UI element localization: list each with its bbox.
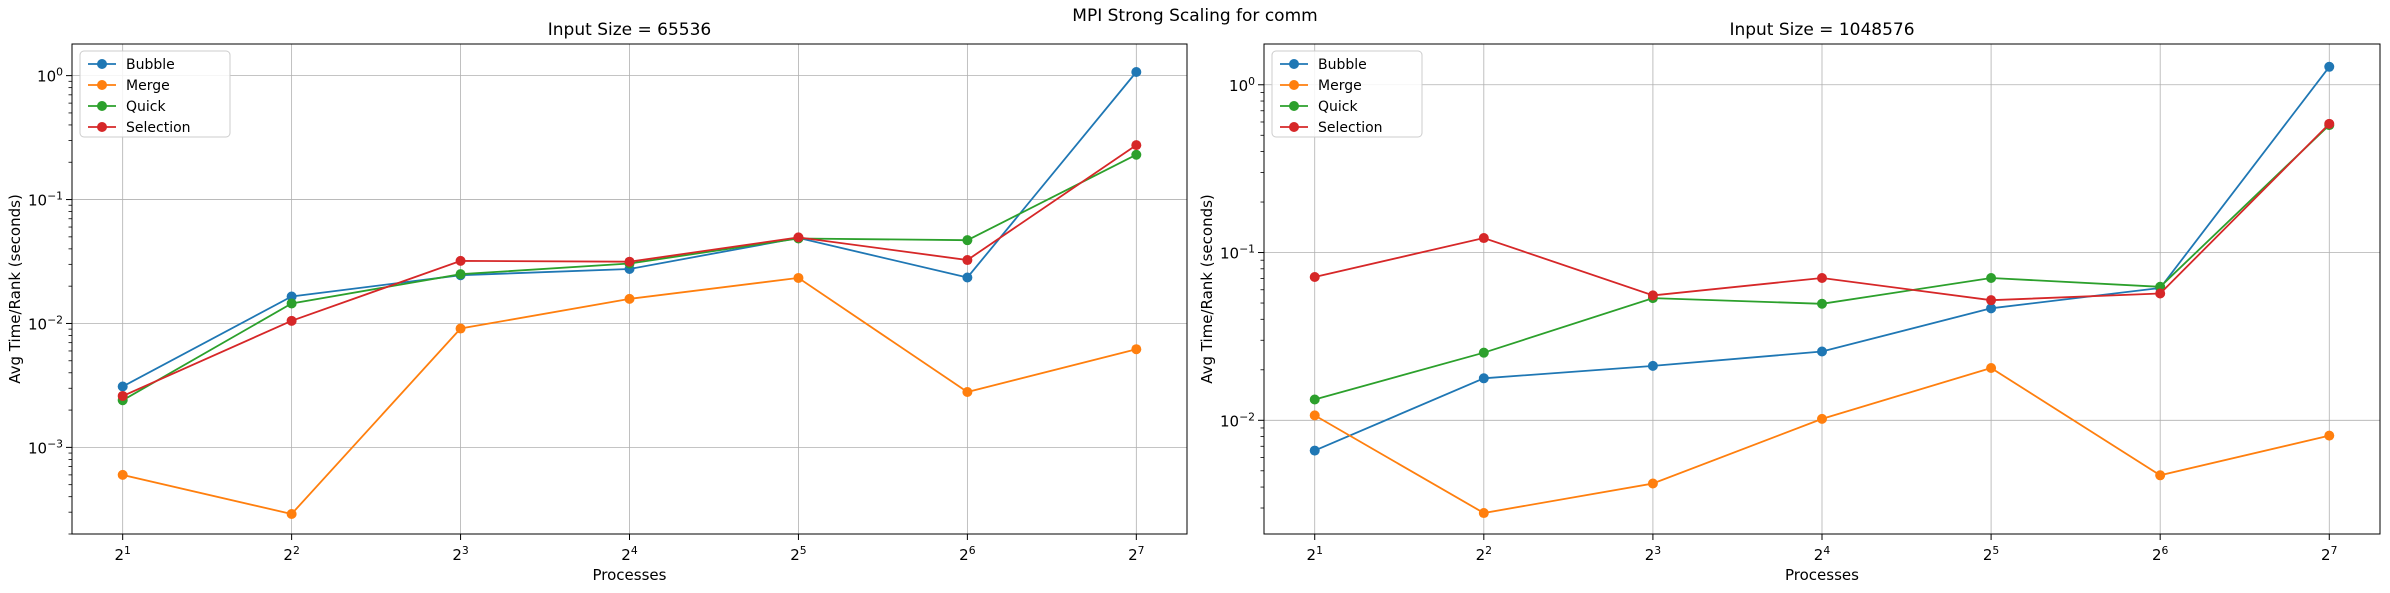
data-point-selection: [1478, 233, 1489, 244]
y-tick-label: 10−1: [1220, 243, 1255, 263]
data-point-quick: [1817, 298, 1827, 309]
legend-label: Selection: [126, 120, 191, 136]
data-point-bubble: [1647, 360, 1658, 371]
data-point-selection: [286, 315, 297, 326]
figure-title: MPI Strong Scaling for comm: [1072, 6, 1318, 26]
data-point-bubble: [117, 381, 128, 392]
data-point-quick: [962, 235, 973, 246]
data-point-bubble: [1817, 346, 1827, 357]
x-axis-label: Processes: [1785, 566, 1859, 584]
x-tick-label: 21: [1307, 544, 1323, 564]
data-point-selection: [1309, 271, 1320, 282]
data-point-merge: [117, 469, 128, 480]
legend-label: Bubble: [126, 57, 175, 73]
chart-panel-1: 10−3 10−2 10−1 100 21 22 23 24 25 26 27 Input Size …: [6, 20, 1188, 584]
x-tick-label: 25: [1983, 544, 1999, 564]
x-tick-label: 27: [1128, 544, 1144, 564]
legend-swatch-marker: [1289, 59, 1299, 69]
legend-label: Merge: [1318, 78, 1362, 94]
data-point-merge: [962, 386, 973, 397]
legend-label: Selection: [1318, 120, 1383, 136]
legend: Bubble Merge Quick Selection: [1271, 50, 1423, 138]
x-tick-label: 24: [1814, 544, 1831, 564]
data-point-quick: [1131, 149, 1142, 160]
data-point-selection: [455, 255, 466, 266]
y-tick-label: 100: [37, 66, 63, 86]
legend: Bubble Merge Quick Selection: [79, 50, 231, 138]
legend-box: [79, 50, 231, 138]
data-point-bubble: [286, 291, 297, 302]
x-tick-label: 21: [114, 544, 130, 564]
x-tick-label: 22: [283, 544, 299, 564]
data-point-quick: [1478, 347, 1489, 358]
legend-label: Quick: [126, 99, 166, 115]
data-point-quick: [1986, 273, 1997, 284]
y-tick-label: 10−2: [1220, 410, 1255, 430]
data-point-quick: [1309, 394, 1320, 405]
y-tick-label: 10−2: [28, 313, 63, 333]
x-tick-label: 26: [2152, 544, 2169, 564]
plot-frame: [71, 43, 1188, 535]
data-point-bubble: [1986, 303, 1997, 314]
data-point-selection: [2155, 288, 2166, 299]
data-point-merge: [455, 323, 466, 334]
data-point-merge: [1478, 508, 1489, 519]
legend-swatch-marker: [97, 80, 107, 90]
x-tick-label: 22: [1476, 544, 1492, 564]
data-point-bubble: [1309, 445, 1320, 456]
data-point-selection: [1647, 290, 1658, 301]
data-point-bubble: [1478, 373, 1489, 384]
data-point-merge: [624, 293, 635, 304]
x-tick-label: 23: [452, 544, 468, 564]
y-tick-label: 10−1: [28, 190, 63, 210]
y-tick-label: 100: [1229, 75, 1255, 95]
x-tick-label: 26: [959, 544, 976, 564]
y-axis-label: Avg Time/Rank (seconds): [6, 194, 24, 384]
chart-panel-2: 10−2 10−1 100 21 22 23 24 25 26 27 Input Size = 10…: [1198, 20, 2381, 584]
data-point-selection: [962, 255, 973, 266]
data-point-merge: [1647, 478, 1658, 489]
data-point-selection: [1817, 273, 1827, 284]
chart-title: Input Size = 65536: [548, 20, 711, 40]
legend-swatch-marker: [97, 101, 107, 111]
legend-label: Bubble: [1318, 57, 1367, 73]
data-point-selection: [2324, 118, 2335, 129]
data-point-merge: [2155, 470, 2166, 481]
chart-title: Input Size = 1048576: [1729, 20, 1914, 40]
x-tick-label: 25: [790, 544, 806, 564]
y-axis-label: Avg Time/Rank (seconds): [1198, 194, 1216, 384]
x-tick-label: 24: [621, 544, 638, 564]
x-tick-label: 23: [1645, 544, 1661, 564]
data-point-selection: [624, 256, 635, 267]
data-point-merge: [1986, 362, 1997, 373]
data-point-merge: [1131, 344, 1142, 355]
y-tick-label: 10−3: [28, 437, 63, 457]
legend-label: Quick: [1318, 99, 1358, 115]
data-point-selection: [793, 232, 804, 243]
data-point-bubble: [1131, 66, 1142, 77]
x-axis-label: Processes: [593, 566, 667, 584]
data-point-merge: [1817, 413, 1827, 424]
data-point-quick: [286, 298, 297, 309]
legend-swatch-marker: [1289, 101, 1299, 111]
data-point-merge: [2324, 430, 2335, 441]
data-point-quick: [455, 269, 466, 280]
legend-swatch-marker: [1289, 122, 1299, 132]
data-point-merge: [1309, 410, 1320, 421]
legend-swatch-marker: [97, 59, 107, 69]
data-point-selection: [1131, 140, 1142, 151]
legend-swatch-marker: [1289, 80, 1299, 90]
legend-box: [1271, 50, 1423, 138]
legend-label: Merge: [126, 78, 170, 94]
data-point-merge: [286, 509, 297, 520]
data-point-merge: [793, 272, 804, 283]
data-point-bubble: [2324, 61, 2335, 72]
plot-frame: [1263, 43, 2381, 535]
data-point-selection: [1986, 295, 1997, 306]
data-point-bubble: [962, 272, 973, 283]
legend-swatch-marker: [97, 122, 107, 132]
x-tick-label: 27: [2321, 544, 2337, 564]
data-point-selection: [117, 390, 128, 401]
